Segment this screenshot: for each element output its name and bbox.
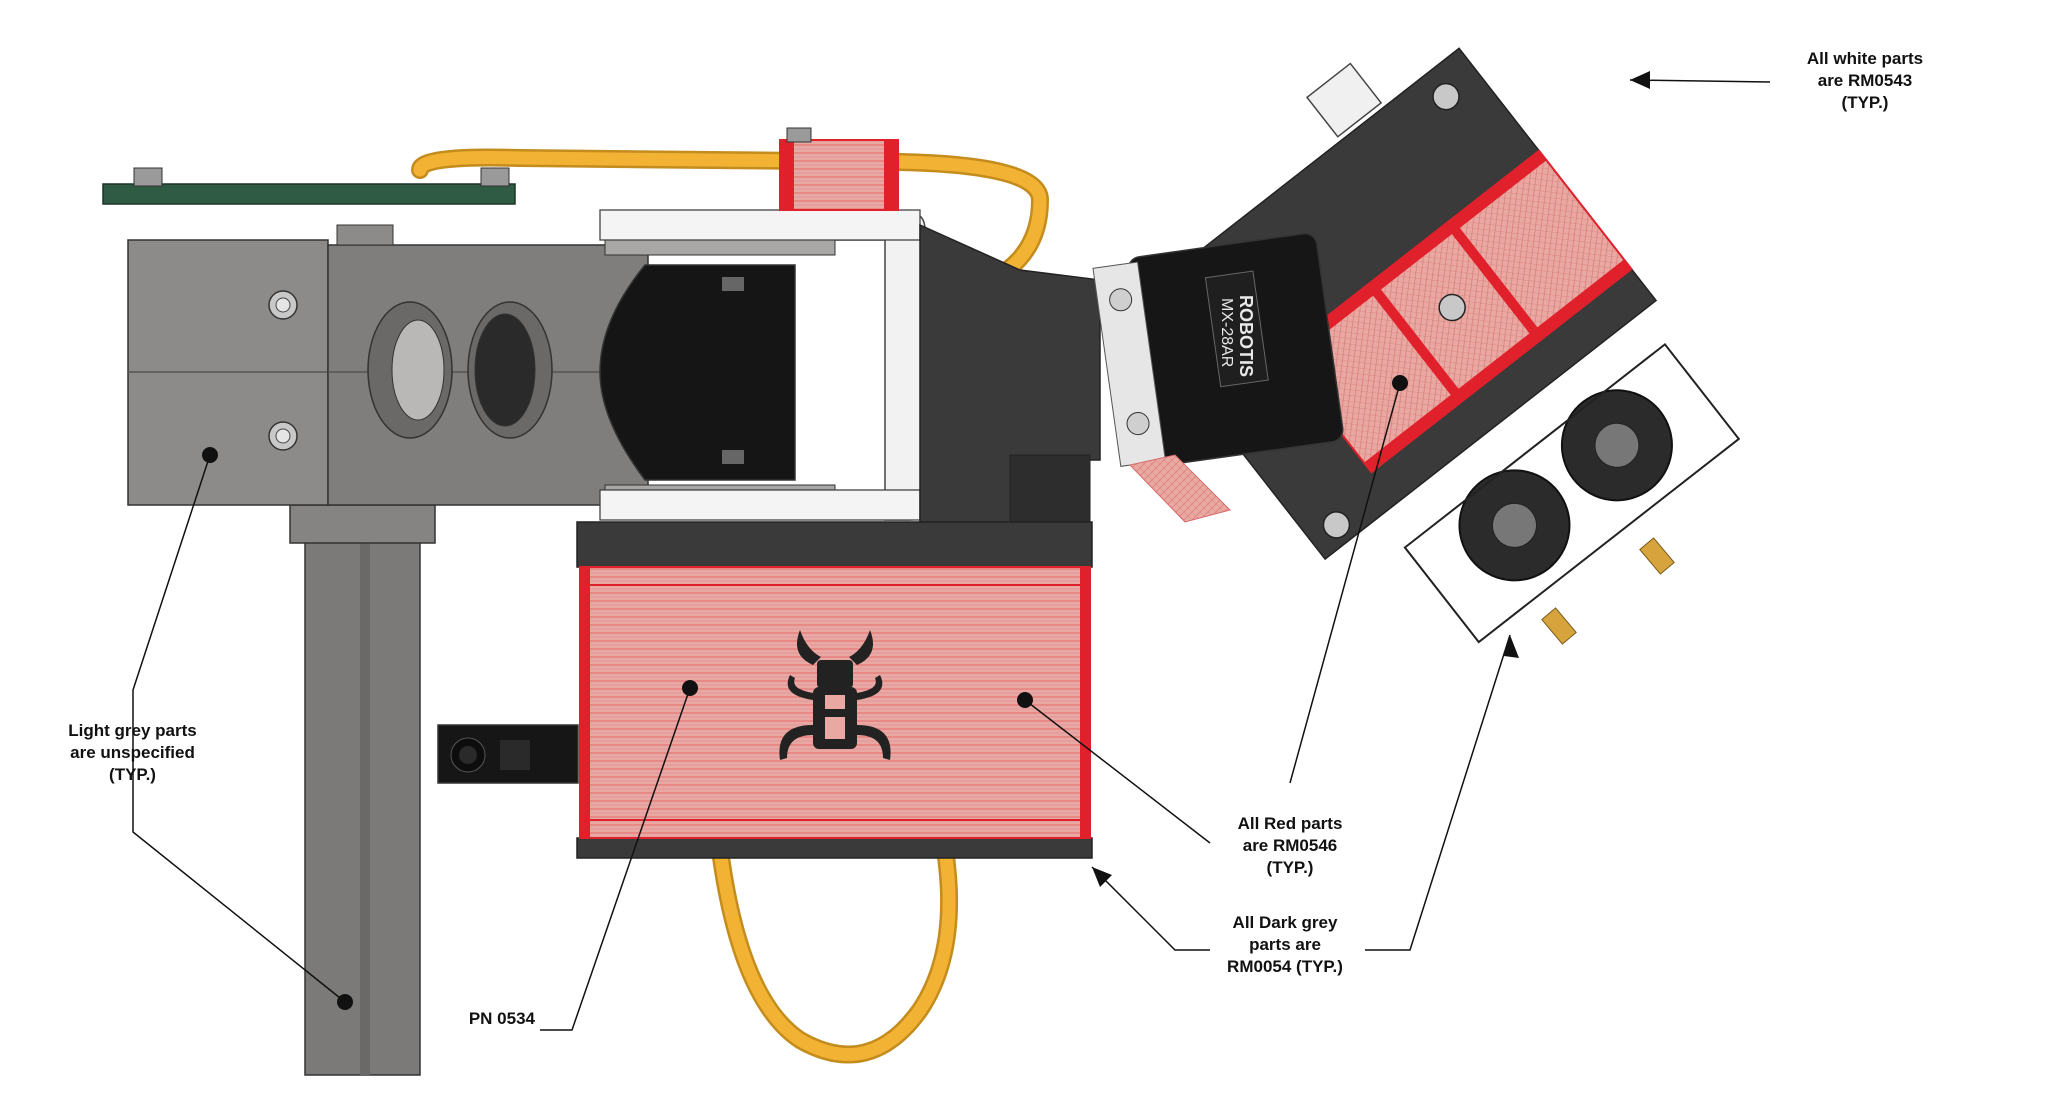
servo-brand: ROBOTIS — [1236, 295, 1256, 377]
callout-white-line2: are RM0543 — [1817, 71, 1913, 90]
callout-part-number: PN 0534 — [455, 1008, 535, 1030]
callout-light-grey-line1: Light grey parts — [68, 721, 197, 740]
callout-red-line1: All Red parts — [1237, 814, 1343, 833]
callout-white: All white parts are RM0543 (TYP.) — [1770, 48, 1960, 114]
callout-white-line3: (TYP.) — [1841, 93, 1889, 112]
callout-part-number-text: PN 0534 — [468, 1009, 535, 1028]
mx28-servo — [1092, 232, 1344, 467]
callout-light-grey-line3: (TYP.) — [109, 765, 156, 784]
red-lower-pad — [1129, 454, 1231, 523]
pcb-board — [102, 167, 516, 205]
servo-body — [599, 264, 796, 481]
dark-grey-rail — [576, 521, 1093, 859]
callout-white-line1: All white parts — [1806, 49, 1924, 68]
callout-dark-grey-line1: All Dark grey — [1232, 913, 1338, 932]
red-clip — [779, 127, 899, 211]
vertical-tube — [289, 504, 436, 1076]
callout-dark-grey: All Dark grey parts are RM0054 (TYP.) — [1210, 912, 1360, 978]
white-bracket — [599, 209, 926, 521]
brass-fittings — [1541, 537, 1675, 645]
callout-light-grey: Light grey parts are unspecified (TYP.) — [45, 720, 220, 786]
leader-dots — [202, 375, 1408, 1010]
dark-elbow — [919, 223, 1101, 531]
callout-light-grey-line2: are unspecified — [70, 743, 195, 762]
side-connector — [437, 724, 579, 784]
leader-arrows — [1092, 71, 1650, 887]
callout-red: All Red parts are RM0546 (TYP.) — [1215, 813, 1365, 879]
light-grey-block — [127, 224, 836, 506]
leader-lines — [132, 79, 1771, 1031]
callout-red-line3: (TYP.) — [1266, 858, 1314, 877]
callout-dark-grey-line3: RM0054 (TYP.) — [1227, 957, 1343, 976]
spider-logo — [779, 630, 891, 760]
servo-model: MX-28AR — [1218, 298, 1235, 367]
callout-red-line2: are RM0546 — [1242, 836, 1338, 855]
callout-dark-grey-line2: parts are — [1249, 935, 1321, 954]
